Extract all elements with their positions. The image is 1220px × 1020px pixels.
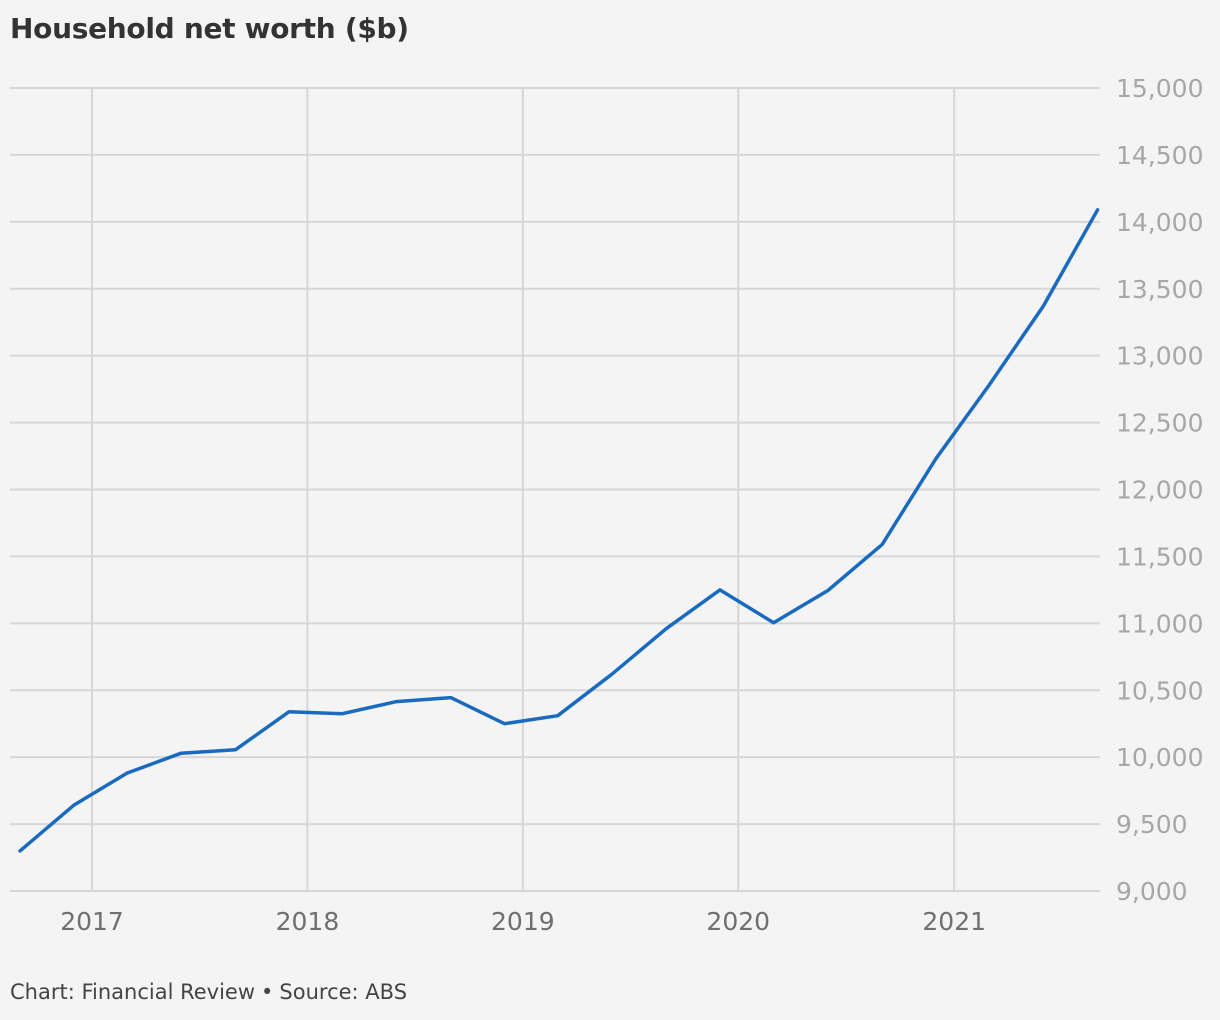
x-axis-tick-labels: 2017 2018 2019 2020 2021 [60, 907, 986, 936]
y-tick-label: 15,000 [1116, 74, 1203, 103]
series-line [18, 208, 1100, 853]
y-axis-tick-labels: 9,000 9,500 10,000 10,500 11,000 11,500 12,000… [1116, 74, 1203, 906]
footer-separator: • [261, 980, 274, 1004]
x-tick-label: 2019 [491, 907, 555, 936]
y-tick-label: 14,000 [1116, 208, 1203, 237]
x-tick-label: 2020 [706, 907, 770, 936]
y-tick-label: 13,500 [1116, 275, 1203, 304]
y-tick-label: 11,500 [1116, 542, 1203, 571]
x-tick-label: 2018 [276, 907, 340, 936]
x-tick-label: 2017 [60, 907, 124, 936]
y-tick-label: 12,500 [1116, 409, 1203, 438]
y-tick-label: 11,000 [1116, 609, 1203, 638]
y-tick-label: 9,000 [1116, 877, 1188, 906]
x-tick-label: 2021 [922, 907, 986, 936]
y-tick-label: 10,500 [1116, 676, 1203, 705]
chart-title: Household net worth ($b) [10, 12, 409, 45]
source-credit: Source: ABS [279, 980, 408, 1004]
y-tick-label: 10,000 [1116, 743, 1203, 772]
x-gridlines [91, 88, 956, 891]
y-tick-label: 9,500 [1116, 810, 1188, 839]
y-tick-label: 12,000 [1116, 476, 1203, 505]
y-gridlines [10, 87, 1100, 892]
chart-footer: Chart: Financial Review • Source: ABS [10, 980, 407, 1004]
chart-credit: Chart: Financial Review [10, 980, 256, 1004]
y-tick-label: 13,000 [1116, 342, 1203, 371]
series-group [18, 208, 1100, 853]
y-tick-label: 14,500 [1116, 141, 1203, 170]
